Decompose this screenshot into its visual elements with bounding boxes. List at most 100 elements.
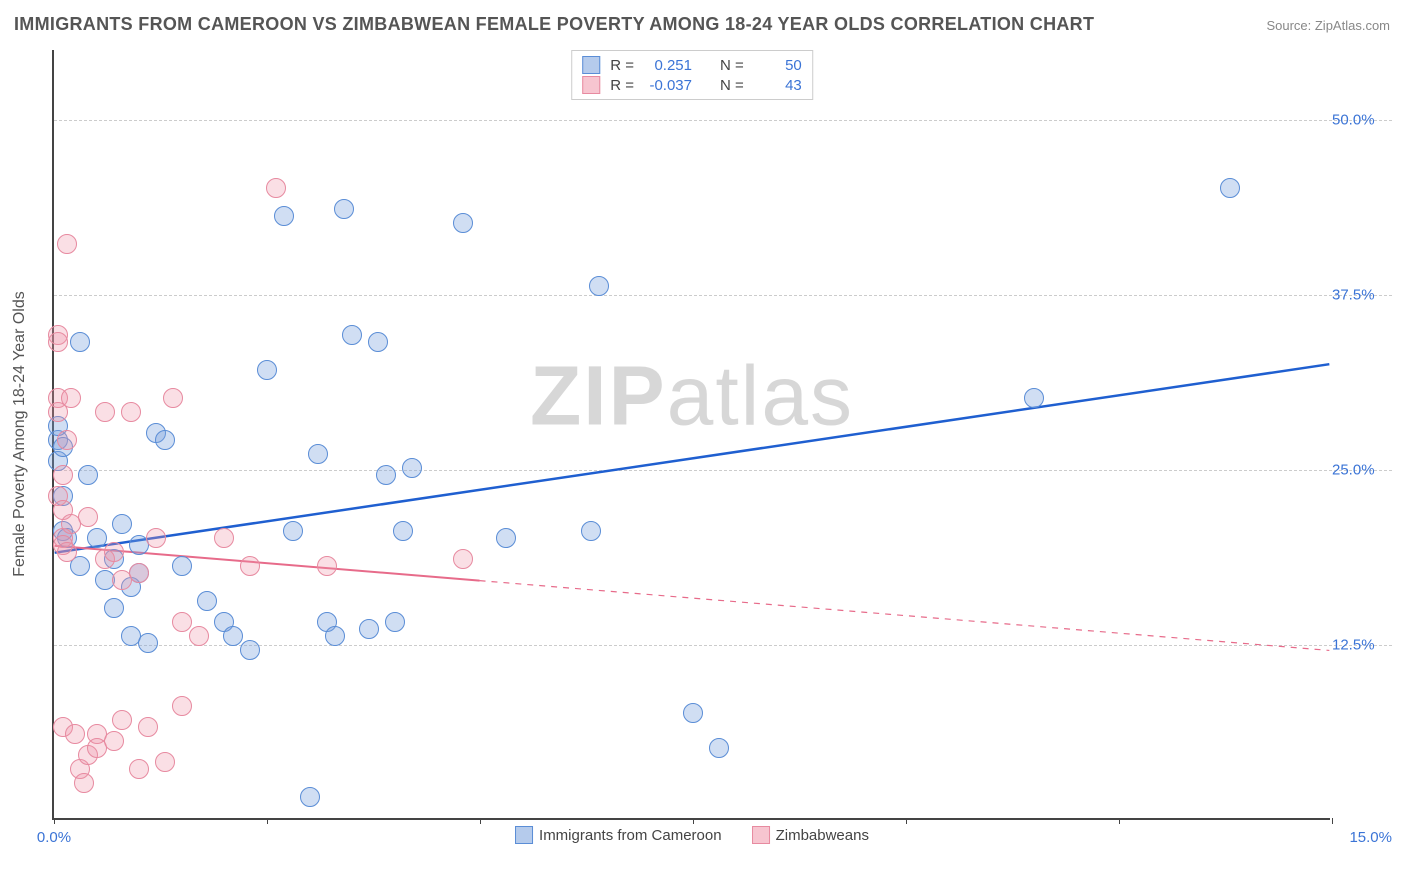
x-tick [1332, 818, 1333, 824]
y-tick-label: 50.0% [1332, 112, 1388, 129]
data-point-b [146, 528, 166, 548]
swatch-a [515, 826, 533, 844]
r-label: R = [610, 57, 634, 74]
chart-title: IMMIGRANTS FROM CAMEROON VS ZIMBABWEAN F… [14, 14, 1094, 35]
data-point-b [65, 724, 85, 744]
legend-item-a: Immigrants from Cameroon [515, 826, 722, 844]
data-point-a [683, 703, 703, 723]
data-point-b [214, 528, 234, 548]
y-tick-label: 37.5% [1332, 287, 1388, 304]
r-value-a: 0.251 [644, 57, 692, 74]
data-point-a [70, 332, 90, 352]
swatch-b [752, 826, 770, 844]
legend-row-a: R = 0.251 N = 50 [582, 55, 802, 75]
data-point-b [129, 759, 149, 779]
data-point-a [78, 465, 98, 485]
data-point-a [283, 521, 303, 541]
data-point-a [342, 325, 362, 345]
y-axis-title: Female Poverty Among 18-24 Year Olds [11, 291, 29, 577]
data-point-b [453, 549, 473, 569]
x-tick [480, 818, 481, 824]
data-point-a [376, 465, 396, 485]
data-point-a [359, 619, 379, 639]
data-point-a [325, 626, 345, 646]
data-point-a [112, 514, 132, 534]
chart-container: ZIPatlas R = 0.251 N = 50 R = -0.037 N =… [52, 50, 1392, 850]
data-point-a [155, 430, 175, 450]
data-point-a [581, 521, 601, 541]
gridline-h [54, 470, 1392, 471]
data-point-b [240, 556, 260, 576]
data-point-a [104, 598, 124, 618]
trend-line-a [55, 364, 1330, 553]
data-point-b [138, 717, 158, 737]
series-b-label: Zimbabweans [776, 827, 869, 844]
data-point-a [393, 521, 413, 541]
data-point-b [48, 332, 68, 352]
watermark: ZIPatlas [530, 347, 854, 444]
data-point-b [317, 556, 337, 576]
data-point-b [57, 542, 77, 562]
x-tick-label: 15.0% [1349, 829, 1392, 846]
x-tick [693, 818, 694, 824]
data-point-a [368, 332, 388, 352]
r-label: R = [610, 77, 634, 94]
data-point-a [172, 556, 192, 576]
data-point-a [197, 591, 217, 611]
gridline-h [54, 295, 1392, 296]
legend-row-b: R = -0.037 N = 43 [582, 75, 802, 95]
data-point-b [78, 507, 98, 527]
plot-area: ZIPatlas R = 0.251 N = 50 R = -0.037 N =… [52, 50, 1330, 820]
x-tick [267, 818, 268, 824]
data-point-a [223, 626, 243, 646]
correlation-legend: R = 0.251 N = 50 R = -0.037 N = 43 [571, 50, 813, 100]
data-point-a [308, 444, 328, 464]
data-point-b [129, 563, 149, 583]
data-point-a [1024, 388, 1044, 408]
data-point-b [74, 773, 94, 793]
data-point-b [104, 731, 124, 751]
data-point-a [453, 213, 473, 233]
data-point-a [257, 360, 277, 380]
n-value-a: 50 [754, 57, 802, 74]
data-point-b [112, 710, 132, 730]
source-credit: Source: ZipAtlas.com [1266, 18, 1390, 33]
data-point-a [87, 528, 107, 548]
swatch-b [582, 76, 600, 94]
n-value-b: 43 [754, 77, 802, 94]
data-point-b [163, 388, 183, 408]
data-point-a [138, 633, 158, 653]
data-point-b [104, 542, 124, 562]
data-point-b [189, 626, 209, 646]
data-point-b [266, 178, 286, 198]
x-tick [1119, 818, 1120, 824]
y-tick-label: 12.5% [1332, 637, 1388, 654]
series-legend: Immigrants from Cameroon Zimbabweans [515, 826, 869, 844]
data-point-a [1220, 178, 1240, 198]
y-tick-label: 25.0% [1332, 462, 1388, 479]
data-point-a [589, 276, 609, 296]
data-point-a [300, 787, 320, 807]
data-point-b [53, 465, 73, 485]
swatch-a [582, 56, 600, 74]
data-point-b [172, 696, 192, 716]
trend-line-b-dashed [480, 581, 1330, 651]
data-point-a [385, 612, 405, 632]
data-point-a [334, 199, 354, 219]
data-point-a [240, 640, 260, 660]
data-point-b [95, 402, 115, 422]
data-point-a [496, 528, 516, 548]
n-label: N = [720, 57, 744, 74]
r-value-b: -0.037 [644, 77, 692, 94]
data-point-b [155, 752, 175, 772]
data-point-b [172, 612, 192, 632]
data-point-b [57, 430, 77, 450]
data-point-a [274, 206, 294, 226]
data-point-b [57, 234, 77, 254]
series-a-label: Immigrants from Cameroon [539, 827, 722, 844]
x-tick [54, 818, 55, 824]
x-tick [906, 818, 907, 824]
x-tick-label: 0.0% [37, 829, 71, 846]
data-point-b [61, 388, 81, 408]
data-point-a [402, 458, 422, 478]
